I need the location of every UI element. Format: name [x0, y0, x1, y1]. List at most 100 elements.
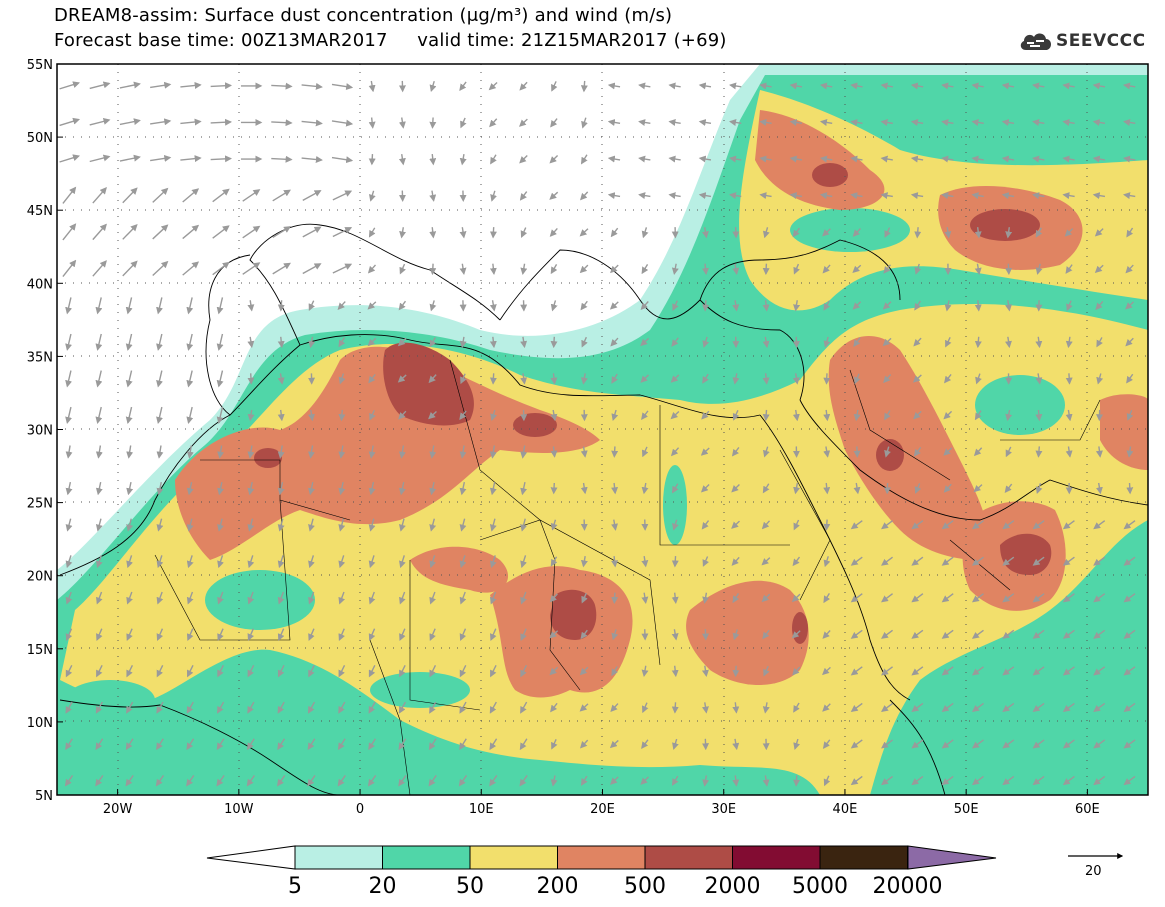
lat-tick-label: 55N	[27, 58, 53, 73]
wind-arrow	[331, 83, 354, 91]
wind-arrow	[247, 701, 255, 714]
wind-arrow	[247, 336, 255, 349]
wind-arrow	[180, 82, 202, 89]
wind-arrow	[850, 520, 863, 530]
wind-arrow	[1001, 119, 1015, 126]
wind-arrow	[338, 555, 346, 569]
wind-arrow	[1065, 446, 1073, 458]
wind-arrow	[216, 370, 224, 388]
wind-arrow	[823, 446, 831, 458]
wind-arrow	[429, 117, 437, 129]
wind-arrow	[210, 118, 233, 126]
wind-arrow	[823, 336, 831, 348]
wind-arrow	[850, 82, 863, 90]
wind-arrow	[1123, 775, 1136, 786]
wind-arrow	[156, 445, 164, 459]
wind-arrow	[489, 591, 497, 605]
wind-arrow	[182, 224, 200, 240]
wind-arrow	[698, 119, 712, 126]
wind-arrow	[911, 739, 924, 749]
wind-arrow	[793, 263, 800, 275]
wind-arrow	[368, 738, 376, 751]
wind-arrow	[792, 373, 800, 385]
wind-arrow	[1093, 702, 1106, 713]
wind-arrow	[216, 775, 225, 787]
wind-arrow	[789, 119, 802, 126]
wind-arrow	[368, 701, 376, 714]
wind-arrow	[1032, 593, 1045, 603]
wind-arrow	[126, 481, 134, 496]
wind-arrow	[428, 775, 437, 787]
wind-arrow	[1123, 629, 1136, 639]
wind-arrow	[823, 519, 831, 531]
wind-arrow	[338, 591, 346, 605]
wind-arrow	[579, 739, 589, 749]
wind-arrow	[580, 629, 588, 640]
colorbar-label: 500	[624, 874, 666, 899]
wind-arrow	[429, 300, 437, 312]
wind-arrow	[519, 118, 528, 127]
wind-arrow	[880, 155, 893, 163]
wind-arrow	[399, 227, 407, 239]
wind-arrow	[1004, 483, 1013, 494]
wind-arrow	[551, 739, 558, 750]
wind-arrow	[762, 227, 770, 239]
wind-arrow	[368, 373, 376, 384]
wind-arrow	[152, 224, 169, 240]
wind-arrow	[732, 263, 740, 275]
wind-arrow	[941, 629, 954, 639]
wind-arrow	[910, 82, 924, 90]
wind-arrow	[610, 337, 619, 347]
wind-arrow	[155, 775, 165, 787]
wind-arrow	[429, 80, 437, 93]
wind-arrow	[277, 300, 285, 312]
wind-arrow	[272, 226, 291, 238]
wind-arrow	[277, 701, 285, 714]
wind-arrow	[186, 775, 195, 787]
wind-arrow	[368, 628, 376, 641]
wind-arrow	[186, 370, 194, 388]
wind-arrow	[429, 481, 437, 496]
wind-arrow	[941, 556, 954, 566]
wind-arrow	[1032, 155, 1045, 163]
wind-arrow	[338, 481, 346, 496]
wind-arrow	[1035, 373, 1043, 385]
wind-arrow	[459, 81, 467, 92]
wind-arrow	[399, 555, 406, 569]
wind-arrow	[672, 519, 679, 531]
wind-vectors	[59, 80, 1136, 787]
wind-arrow	[971, 520, 984, 530]
wind-arrow	[459, 445, 467, 459]
wind-arrow	[429, 665, 437, 678]
wind-arrow	[759, 192, 772, 200]
wind-arrow	[1002, 739, 1015, 749]
wind-arrow	[65, 370, 72, 388]
wind-arrow	[156, 370, 163, 388]
wind-arrow	[701, 227, 709, 239]
wind-arrow	[1005, 446, 1013, 458]
wind-arrow	[156, 297, 163, 315]
dust-concentration-fields	[57, 64, 1148, 795]
wind-arrow	[732, 629, 740, 641]
wind-arrow	[459, 591, 467, 605]
wind-arrow	[580, 300, 588, 311]
wind-arrow	[367, 775, 377, 787]
wind-arrow	[852, 227, 861, 237]
wind-arrow	[1123, 155, 1136, 163]
wind-arrow	[337, 775, 346, 787]
wind-arrow	[549, 155, 559, 164]
wind-arrow	[337, 738, 346, 751]
wind-arrow	[368, 80, 376, 93]
wind-arrow	[338, 701, 346, 714]
wind-arrow	[911, 593, 924, 603]
wind-arrow	[92, 260, 107, 277]
wind-arrow	[852, 301, 862, 310]
wind-arrow	[550, 556, 558, 567]
wind-arrow	[429, 445, 437, 459]
wind-arrow	[671, 337, 679, 347]
wind-arrow	[95, 555, 103, 569]
colorbar-swatch	[294, 845, 383, 870]
wind-arrow	[610, 227, 619, 238]
wind-arrow	[398, 481, 406, 496]
wind-arrow	[150, 81, 172, 89]
